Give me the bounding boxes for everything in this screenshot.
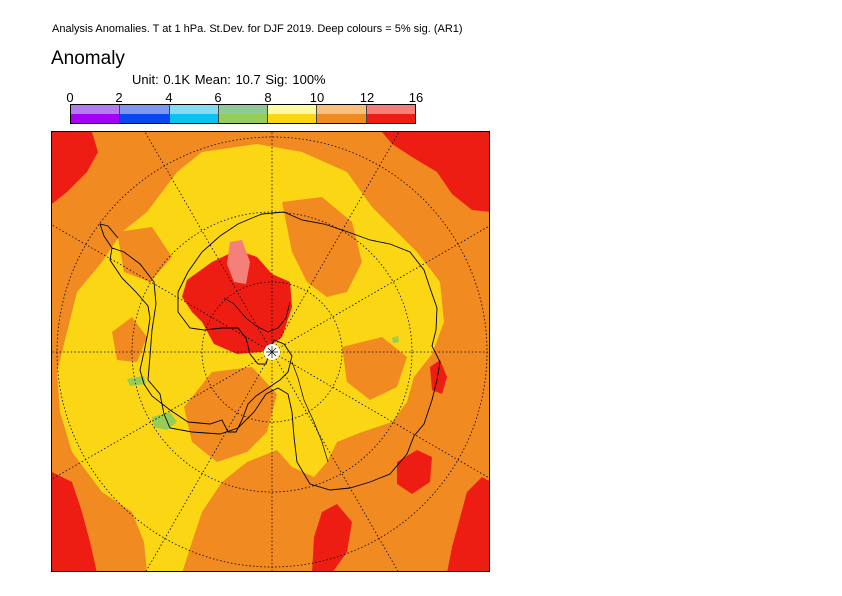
legend-light-swatch — [218, 105, 268, 114]
anomaly-field-red-center — [182, 250, 292, 354]
meridian-lines — [52, 132, 489, 571]
legend-deep-swatch — [169, 114, 218, 123]
anomaly-field-orange-island — [112, 317, 147, 362]
legend-light-swatch — [317, 105, 366, 114]
anomaly-field-red-sw — [52, 472, 97, 571]
anomaly-field-red-east — [397, 450, 432, 494]
anomaly-field-orange-island — [184, 367, 277, 462]
anomaly-field-red-bottom — [312, 504, 352, 571]
anomaly-field-red-nw — [52, 132, 98, 204]
coastline-ice-shelf — [291, 361, 329, 463]
anomaly-field-red-se — [447, 477, 489, 571]
legend-deep-swatch — [120, 114, 169, 123]
legend-bin-12-16 — [366, 105, 415, 123]
polar-map — [52, 132, 489, 571]
legend-deep-swatch — [218, 114, 268, 123]
legend-bin-4-6 — [169, 105, 219, 123]
legend-light-swatch — [268, 105, 317, 114]
panel-stats: Unit: 0.1K Mean: 10.7 Sig: 100% — [132, 72, 326, 87]
coastline-peninsula — [99, 223, 119, 249]
legend-tick: 0 — [66, 90, 74, 105]
anomaly-field-pink — [227, 240, 250, 284]
panel-title: Anomaly — [51, 48, 125, 69]
figure-header: Analysis Anomalies. T at 1 hPa. St.Dev. … — [52, 23, 463, 35]
legend-tick: 16 — [408, 90, 424, 105]
legend-light-swatch — [169, 105, 218, 114]
anomaly-field-green — [152, 412, 177, 430]
legend-tick: 12 — [359, 90, 375, 105]
anomaly-field-red-ne — [382, 132, 489, 212]
anomaly-field-orange-island — [282, 197, 362, 297]
legend-deep-swatch — [268, 114, 317, 123]
legend-bin-8-10 — [268, 105, 318, 123]
anomaly-field-green — [392, 336, 399, 343]
legend-light-swatch — [120, 105, 169, 114]
legend-deep-swatch — [317, 114, 366, 123]
legend-bin-2-4 — [120, 105, 170, 123]
color-legend: 0 2 4 6 8 10 12 16 — [66, 90, 423, 126]
coastline-antarctica — [109, 211, 441, 491]
map-panel — [51, 131, 490, 572]
anomaly-field-orange-island — [342, 337, 407, 400]
legend-bin-10-12 — [317, 105, 367, 123]
legend-colorbar — [70, 104, 416, 124]
legend-tick: 4 — [165, 90, 173, 105]
legend-tick: 2 — [115, 90, 123, 105]
legend-bin-0-2 — [71, 105, 121, 123]
anomaly-field-orange-island — [117, 227, 172, 282]
pole-star — [266, 346, 278, 358]
legend-deep-swatch — [366, 114, 415, 123]
anomaly-field-red-east-2 — [430, 360, 447, 394]
anomaly-field-green — [127, 376, 146, 386]
legend-tick: 10 — [309, 90, 325, 105]
coastline-ice-shelf — [223, 297, 291, 333]
legend-tick: 8 — [264, 90, 272, 105]
legend-deep-swatch — [71, 114, 120, 123]
legend-light-swatch — [366, 105, 415, 114]
legend-bin-6-8 — [218, 105, 269, 123]
legend-light-swatch — [71, 105, 120, 114]
legend-tick: 6 — [214, 90, 222, 105]
